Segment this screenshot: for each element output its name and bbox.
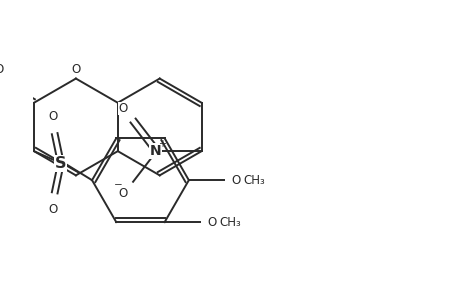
Text: CH₃: CH₃ [219, 216, 241, 229]
Text: O: O [118, 102, 128, 115]
Text: O: O [71, 63, 80, 76]
Text: O: O [49, 203, 58, 216]
Text: O: O [207, 216, 216, 229]
Text: +: + [157, 139, 166, 149]
Text: S: S [55, 156, 66, 171]
Text: CH₃: CH₃ [243, 174, 265, 187]
Text: −: − [113, 180, 122, 190]
Text: O: O [49, 110, 58, 124]
Text: O: O [0, 63, 4, 76]
Text: O: O [230, 174, 240, 187]
Text: N: N [150, 144, 161, 158]
Text: O: O [118, 187, 128, 200]
